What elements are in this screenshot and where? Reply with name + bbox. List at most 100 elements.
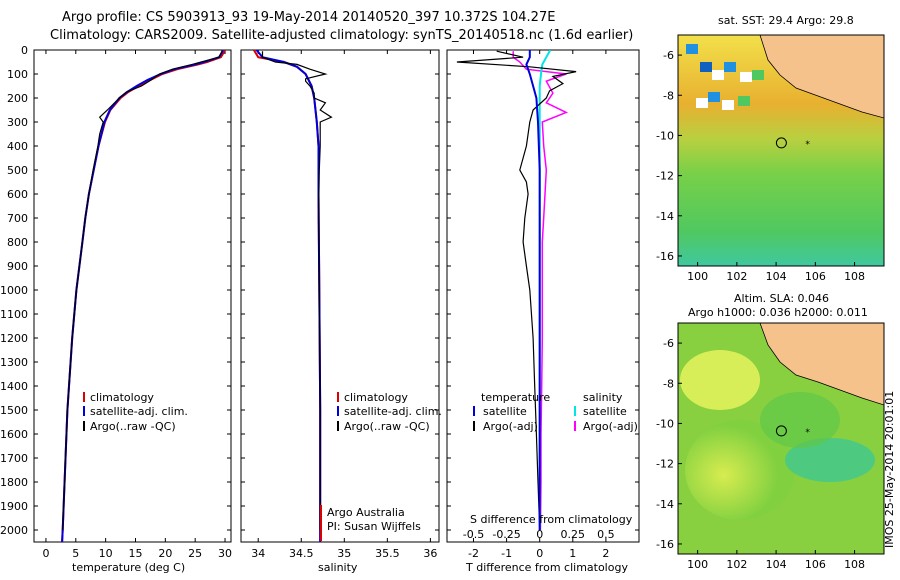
header-line-2: Climatology: CARS2009. Satellite-adjuste… [50,28,634,43]
t-diff-x-tick-label: 2 [602,547,609,560]
temp-legend-satellite: satellite-adj. clim. [90,405,188,418]
sla-map-frame [677,322,885,555]
temp-climatology-line-group [61,50,226,542]
diff-t-satellite-line [525,50,541,530]
diff-s-argo-line [512,51,569,531]
sla-map-float-star: * [805,428,810,438]
sst-cloud-block [724,62,736,72]
legend-s-argo: Argo(-adj) [583,420,638,433]
pi-label: PI: Susan Wijffels [327,520,421,533]
temperature-x-tick-label: 20 [158,547,172,560]
sst-cloud-block [752,70,764,80]
sst-map-y-tick-label: -8 [663,89,674,102]
salinity-x-tick-label: 35 [337,547,351,560]
header-line-1: Argo profile: CS 5903913_93 19-May-2014 … [62,10,556,25]
salinity-x-tick-label: 36 [423,547,437,560]
sst-map-x-tick-label: 102 [726,270,747,283]
s-difference-label: S difference from climatology [470,513,633,526]
sst-map-frame [677,34,885,267]
temperature-xlabel: temperature (deg C) [72,561,185,574]
depth-tick-label: 2000 [0,524,28,537]
t-diff-x-tick-label: -1 [501,547,512,560]
sla-map-x-tick-label: 106 [805,558,826,571]
sst-map-title: sat. SST: 29.4 Argo: 29.8 [718,14,854,27]
legend-salinity-heading: salinity [583,391,623,404]
sal-argo-line [261,51,333,530]
sst-map-argo-marker [775,137,787,149]
sst-map-y-tick-label: -10 [656,129,674,142]
sla-map-subtitle: Argo h1000: 0.036 h2000: 0.011 [688,306,868,319]
sst-map-x-tick-label: 104 [766,270,787,283]
sal-argo-line-group [261,51,333,530]
t-diff-x-tick-label: -2 [468,547,479,560]
s-diff-tick-label: 0 [536,528,543,541]
diff-s-argo-line-group [512,51,569,531]
s-diff-tick-label: -0.25 [492,528,520,541]
temp-argo-line [62,50,223,531]
sst-cloud-block [686,44,698,54]
salinity-x-tick-label: 34.5 [289,547,314,560]
sst-cloud-block [738,96,750,106]
depth-tick-label: 1700 [0,452,28,465]
depth-tick-label: 800 [7,236,28,249]
sla-map-y-tick-label: -6 [663,337,674,350]
depth-tick-label: 1500 [0,404,28,417]
temperature-x-tick-label: 5 [72,547,79,560]
salinity-xlabel: salinity [318,561,358,574]
sla-map-y-tick-label: -16 [656,538,674,551]
depth-tick-label: 1000 [0,284,28,297]
depth-tick-label: 1200 [0,332,28,345]
sla-map-x-tick-label: 104 [766,558,787,571]
s-diff-tick-label: 0.25 [561,528,586,541]
legend-temperature-heading: temperature [481,391,550,404]
sal-climatology-line [253,50,322,542]
sla-map-title: Altim. SLA: 0.046 [734,292,830,305]
sst-map-image [678,35,884,266]
sla-map-land [759,323,884,406]
depth-tick-label: 1900 [0,500,28,513]
depth-tick-label: 900 [7,260,28,273]
s-diff-tick-label: 0.5 [597,528,615,541]
depth-tick-label: 1400 [0,380,28,393]
difference-panel-frame [446,49,640,543]
sst-map-y-tick-label: -6 [663,49,674,62]
sst-map-float-star: * [805,140,810,150]
argo-australia-label: Argo Australia [327,506,405,519]
sst-map-y-tick-label: -14 [656,210,674,223]
temp-legend-argo: Argo(..raw -QC) [90,420,176,433]
legend-t-argo: Argo(-adj) [483,420,538,433]
sla-map-y-tick-label: -10 [656,417,674,430]
temperature-x-tick-label: 25 [188,547,202,560]
sla-map-image [678,323,884,554]
temperature-x-tick-label: 30 [218,547,232,560]
diff-t-satellite-line-group [525,50,541,530]
sal-legend-satellite: satellite-adj. clim. [344,405,442,418]
depth-tick-label: 0 [21,44,28,57]
sla-map-y-tick-label: -12 [656,458,674,471]
sst-cloud-block [708,92,720,102]
depth-tick-label: 200 [7,92,28,105]
sst-cloud-block [722,100,734,110]
temp-argo-line-group [62,50,223,531]
s-diff-tick-label: -0.5 [463,528,484,541]
temperature-x-tick-label: 10 [99,547,113,560]
temperature-x-tick-label: 15 [128,547,142,560]
salinity-panel-frame [240,49,440,543]
sst-cloud-block [712,70,724,80]
t-difference-xlabel: T difference from climatology [465,561,628,574]
salinity-x-tick-label: 35.5 [375,547,400,560]
sal-satellite-line [255,50,322,542]
sst-cloud-block [700,62,712,72]
depth-tick-label: 100 [7,68,28,81]
sla-map-x-tick-label: 102 [726,558,747,571]
t-diff-x-tick-label: 0 [536,547,543,560]
depth-tick-label: 1800 [0,476,28,489]
depth-tick-label: 500 [7,164,28,177]
salinity-x-tick-label: 34 [251,547,265,560]
sla-map-x-tick-label: 108 [844,558,865,571]
depth-tick-label: 400 [7,140,28,153]
sla-map-y-tick-label: -14 [656,498,674,511]
temp-climatology-line [61,50,226,542]
sal-climatology-line-group [253,50,322,542]
sla-map-argo-marker [775,425,787,437]
